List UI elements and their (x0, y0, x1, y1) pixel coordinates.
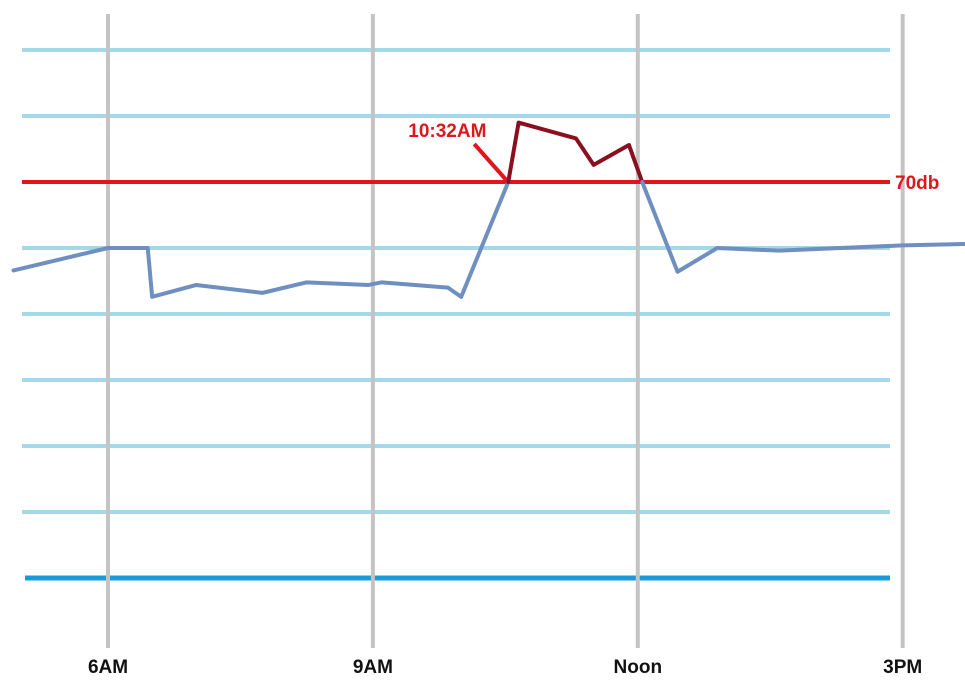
series-line (13, 123, 964, 297)
x-axis-tick-labels: 6AM 9AM Noon 3PM (88, 657, 922, 678)
threshold-label: 70db (895, 173, 939, 194)
series-segment (14, 182, 509, 297)
annotation-pointer (474, 144, 506, 180)
vertical-gridlines (108, 14, 903, 648)
x-tick-label: 6AM (88, 657, 128, 678)
series-segment-above-threshold (508, 123, 642, 182)
series-segment (642, 182, 964, 272)
x-tick-label: 3PM (883, 657, 922, 678)
annotation-label: 10:32AM (408, 121, 486, 142)
x-tick-label: 9AM (353, 657, 393, 678)
x-tick-label: Noon (614, 657, 663, 678)
